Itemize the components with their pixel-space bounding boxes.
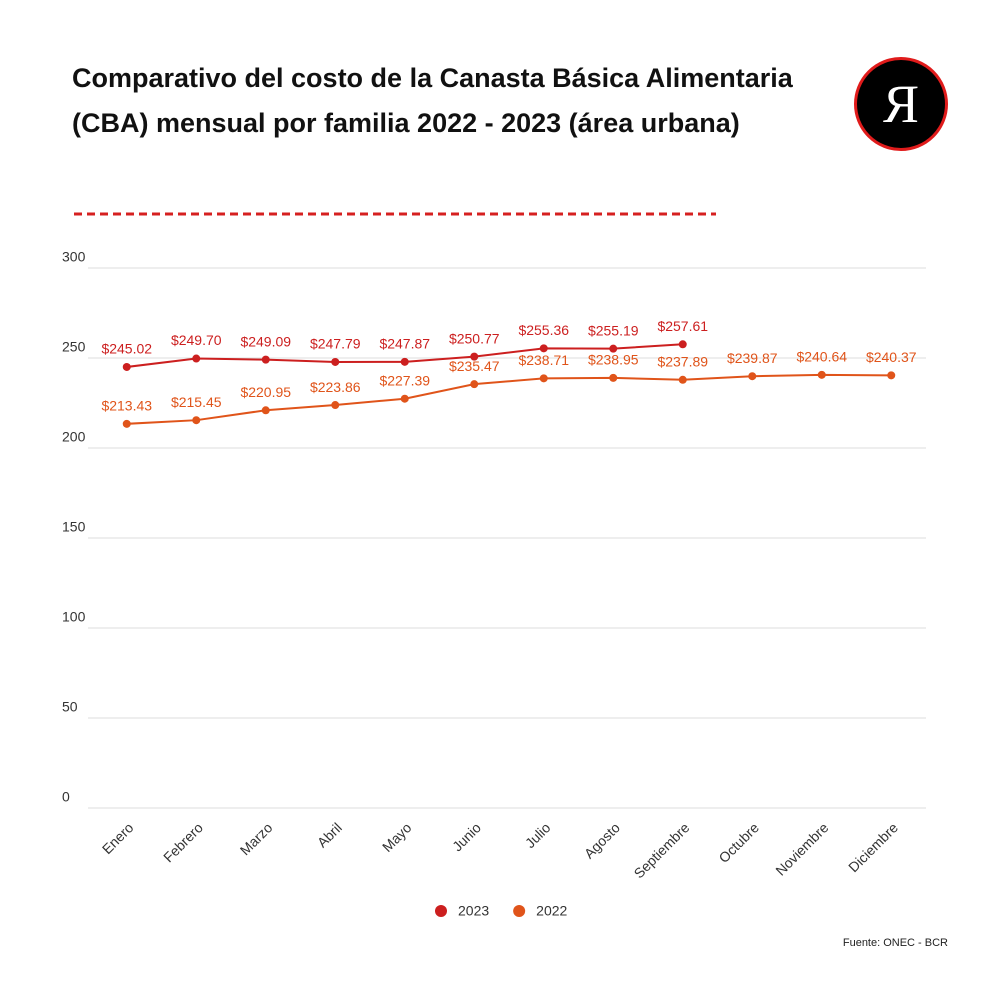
legend-label: 2022: [536, 903, 567, 919]
legend-marker: [513, 905, 526, 917]
point: [331, 357, 340, 366]
legend-label: 2023: [458, 903, 489, 919]
value-label: $247.79: [310, 336, 361, 352]
point: [261, 406, 270, 415]
point: [748, 372, 757, 381]
point: [817, 370, 826, 379]
x-tick-label: Enero: [99, 819, 137, 857]
value-label: $250.77: [449, 330, 500, 346]
point: [331, 401, 340, 410]
value-label: $220.95: [240, 384, 291, 400]
y-tick-label: 150: [62, 519, 86, 535]
value-label: $249.70: [171, 332, 222, 348]
legend-marker: [435, 905, 447, 917]
point: [122, 419, 131, 428]
x-tick-label: Abril: [314, 819, 345, 850]
point: [609, 373, 618, 382]
point: [539, 344, 548, 353]
value-label: $239.87: [727, 350, 778, 366]
value-label: $223.86: [310, 379, 361, 395]
logo: Я: [854, 57, 948, 151]
value-label: $249.09: [240, 333, 291, 349]
value-label: $215.45: [171, 394, 222, 410]
value-label: $247.87: [379, 336, 430, 352]
value-label: $235.47: [449, 358, 500, 374]
y-tick-label: 100: [62, 609, 86, 625]
value-label: $227.39: [379, 372, 430, 388]
value-label: $213.43: [101, 398, 152, 414]
series-line: [126, 373, 892, 425]
point: [192, 354, 201, 363]
value-label: $237.89: [657, 354, 708, 370]
value-label: $240.64: [796, 349, 847, 365]
y-tick-label: 0: [62, 789, 70, 805]
point: [470, 352, 479, 361]
x-tick-label: Mayo: [379, 819, 415, 855]
point: [678, 340, 687, 349]
x-tick-label: Agosto: [581, 819, 623, 861]
point: [678, 375, 687, 384]
point: [261, 355, 270, 364]
point: [400, 394, 409, 403]
point: [887, 371, 896, 380]
point: [609, 344, 618, 353]
point: [192, 416, 201, 425]
value-label: $245.02: [101, 341, 152, 357]
value-label: $257.61: [657, 318, 708, 334]
x-tick-label: Julio: [522, 819, 554, 851]
value-label: $240.37: [866, 349, 917, 365]
x-tick-label: Marzo: [237, 819, 276, 858]
x-tick-label: Septiembre: [631, 819, 693, 881]
x-tick-label: Diciembre: [845, 819, 901, 875]
value-label: $238.95: [588, 352, 639, 368]
x-tick-label: Junio: [449, 819, 484, 854]
y-tick-label: 200: [62, 429, 86, 445]
x-tick-label: Noviembre: [772, 819, 831, 878]
y-tick-label: 50: [62, 699, 78, 715]
value-label: $255.19: [588, 322, 639, 338]
value-label: $255.36: [518, 322, 569, 338]
chart-title: Comparativo del costo de la Canasta Bási…: [72, 63, 793, 138]
x-tick-label: Octubre: [715, 819, 762, 866]
value-label: $238.71: [518, 352, 569, 368]
y-tick-label: 250: [62, 339, 86, 355]
point: [400, 357, 409, 366]
source: Fuente: ONEC - BCR: [843, 937, 948, 949]
point: [539, 374, 548, 383]
y-tick-label: 300: [62, 249, 86, 265]
point: [470, 380, 479, 389]
point: [122, 362, 131, 371]
x-tick-label: Febrero: [160, 819, 206, 865]
